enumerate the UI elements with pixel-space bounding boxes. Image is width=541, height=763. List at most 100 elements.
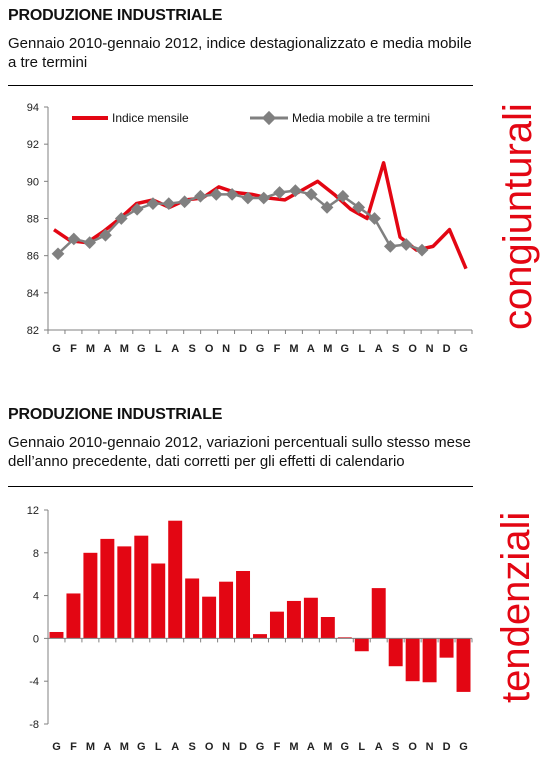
bar	[134, 535, 149, 639]
legend-label-indice: Indice mensile	[112, 111, 189, 125]
chart1-subtitle: Gennaio 2010-gennaio 2012, indice destag…	[8, 34, 508, 72]
x-tick-label: G	[256, 741, 265, 753]
chart2-subtitle-line1: Gennaio 2010-gennaio 2012, variazioni pe…	[8, 434, 471, 451]
x-tick-label: L	[155, 741, 162, 753]
y-tick-label: 4	[33, 591, 39, 603]
x-tick-label: M	[323, 741, 332, 753]
bar	[49, 631, 64, 639]
media-mobile-point	[83, 236, 97, 250]
x-tick-label: A	[307, 343, 315, 355]
bar	[286, 600, 301, 639]
media-mobile-point	[194, 189, 207, 203]
x-tick-label: G	[256, 343, 265, 355]
media-mobile-point	[304, 187, 318, 201]
legend-label-media: Media mobile a tre termini	[292, 111, 430, 125]
bar	[269, 611, 284, 639]
x-tick-label: N	[426, 741, 434, 753]
chart2-title: PRODUZIONE INDUSTRIALE	[8, 406, 223, 423]
x-tick-label: A	[375, 741, 383, 753]
x-tick-label: A	[171, 343, 179, 355]
x-tick-label: G	[137, 741, 146, 753]
x-tick-label: M	[86, 741, 95, 753]
series-line-indice-mensile	[53, 161, 468, 270]
x-tick-label: M	[289, 741, 298, 753]
bar	[337, 637, 352, 639]
bar	[354, 638, 369, 652]
bar	[422, 638, 437, 683]
bar	[439, 638, 454, 658]
x-tick-label: A	[375, 343, 383, 355]
media-mobile-point	[225, 187, 239, 201]
x-tick-label: M	[120, 343, 129, 355]
x-tick-label: G	[341, 343, 350, 355]
y-tick-label: 86	[27, 251, 39, 263]
x-tick-label: G	[459, 741, 468, 753]
chart2-subtitle-line2: dell’anno precedente, dati corretti per …	[8, 453, 405, 470]
media-mobile-point	[67, 232, 81, 246]
x-tick-label: L	[358, 741, 365, 753]
bar	[371, 588, 386, 639]
bar	[320, 617, 335, 639]
x-tick-label: M	[120, 741, 129, 753]
x-tick-label: M	[289, 343, 298, 355]
bar	[219, 581, 234, 639]
bar	[83, 552, 98, 639]
media-mobile-point	[241, 191, 255, 205]
bar	[303, 597, 318, 639]
media-mobile-point	[146, 197, 160, 210]
x-tick-label: G	[52, 343, 61, 355]
x-tick-label: F	[274, 741, 281, 753]
x-tick-label: A	[103, 741, 111, 753]
bar	[66, 593, 81, 639]
bar	[405, 638, 420, 682]
chart1-rule	[8, 85, 473, 86]
x-tick-label: L	[358, 343, 365, 355]
x-tick-label: F	[70, 343, 77, 355]
x-tick-label: D	[239, 343, 247, 355]
media-mobile-point	[162, 197, 176, 210]
x-tick-label: L	[155, 343, 162, 355]
y-tick-label: -4	[29, 676, 39, 688]
bar	[168, 520, 183, 639]
x-tick-label: N	[222, 741, 230, 753]
bar	[253, 634, 267, 639]
x-tick-label: N	[426, 343, 434, 355]
media-mobile-point	[415, 243, 429, 257]
x-tick-label: G	[137, 343, 146, 355]
x-tick-label: O	[205, 343, 214, 355]
chart1-subtitle-line1: Gennaio 2010-gennaio 2012, indice destag…	[8, 35, 472, 52]
chart1-side-label: congiunturali	[496, 103, 540, 330]
x-tick-label: S	[188, 741, 195, 753]
x-tick-label: D	[443, 343, 451, 355]
bar	[388, 638, 403, 667]
chart2-rule	[8, 486, 473, 487]
x-tick-label: D	[443, 741, 451, 753]
x-tick-label: S	[188, 343, 195, 355]
bar	[456, 638, 471, 692]
x-tick-label: M	[86, 343, 95, 355]
bar	[117, 546, 132, 639]
y-tick-label: 0	[33, 633, 39, 645]
x-tick-label: O	[205, 741, 214, 753]
bar	[202, 596, 217, 639]
media-mobile-point	[130, 202, 144, 216]
x-tick-label: N	[222, 343, 230, 355]
media-mobile-point	[209, 187, 223, 201]
legend-marker-media	[261, 110, 277, 126]
chart1-subtitle-line2: a tre termini	[8, 54, 88, 71]
media-mobile-point	[399, 238, 413, 251]
media-mobile-point	[273, 186, 286, 199]
y-tick-label: 88	[27, 214, 39, 226]
bar	[185, 578, 200, 639]
y-tick-label: 82	[27, 325, 39, 337]
y-tick-label: -8	[29, 719, 39, 731]
media-mobile-point	[352, 200, 366, 214]
x-tick-label: S	[392, 741, 399, 753]
media-mobile-point	[114, 212, 128, 225]
x-tick-label: A	[171, 741, 179, 753]
media-mobile-point	[336, 189, 350, 203]
y-tick-label: 94	[27, 102, 39, 114]
media-mobile-point	[99, 228, 112, 242]
